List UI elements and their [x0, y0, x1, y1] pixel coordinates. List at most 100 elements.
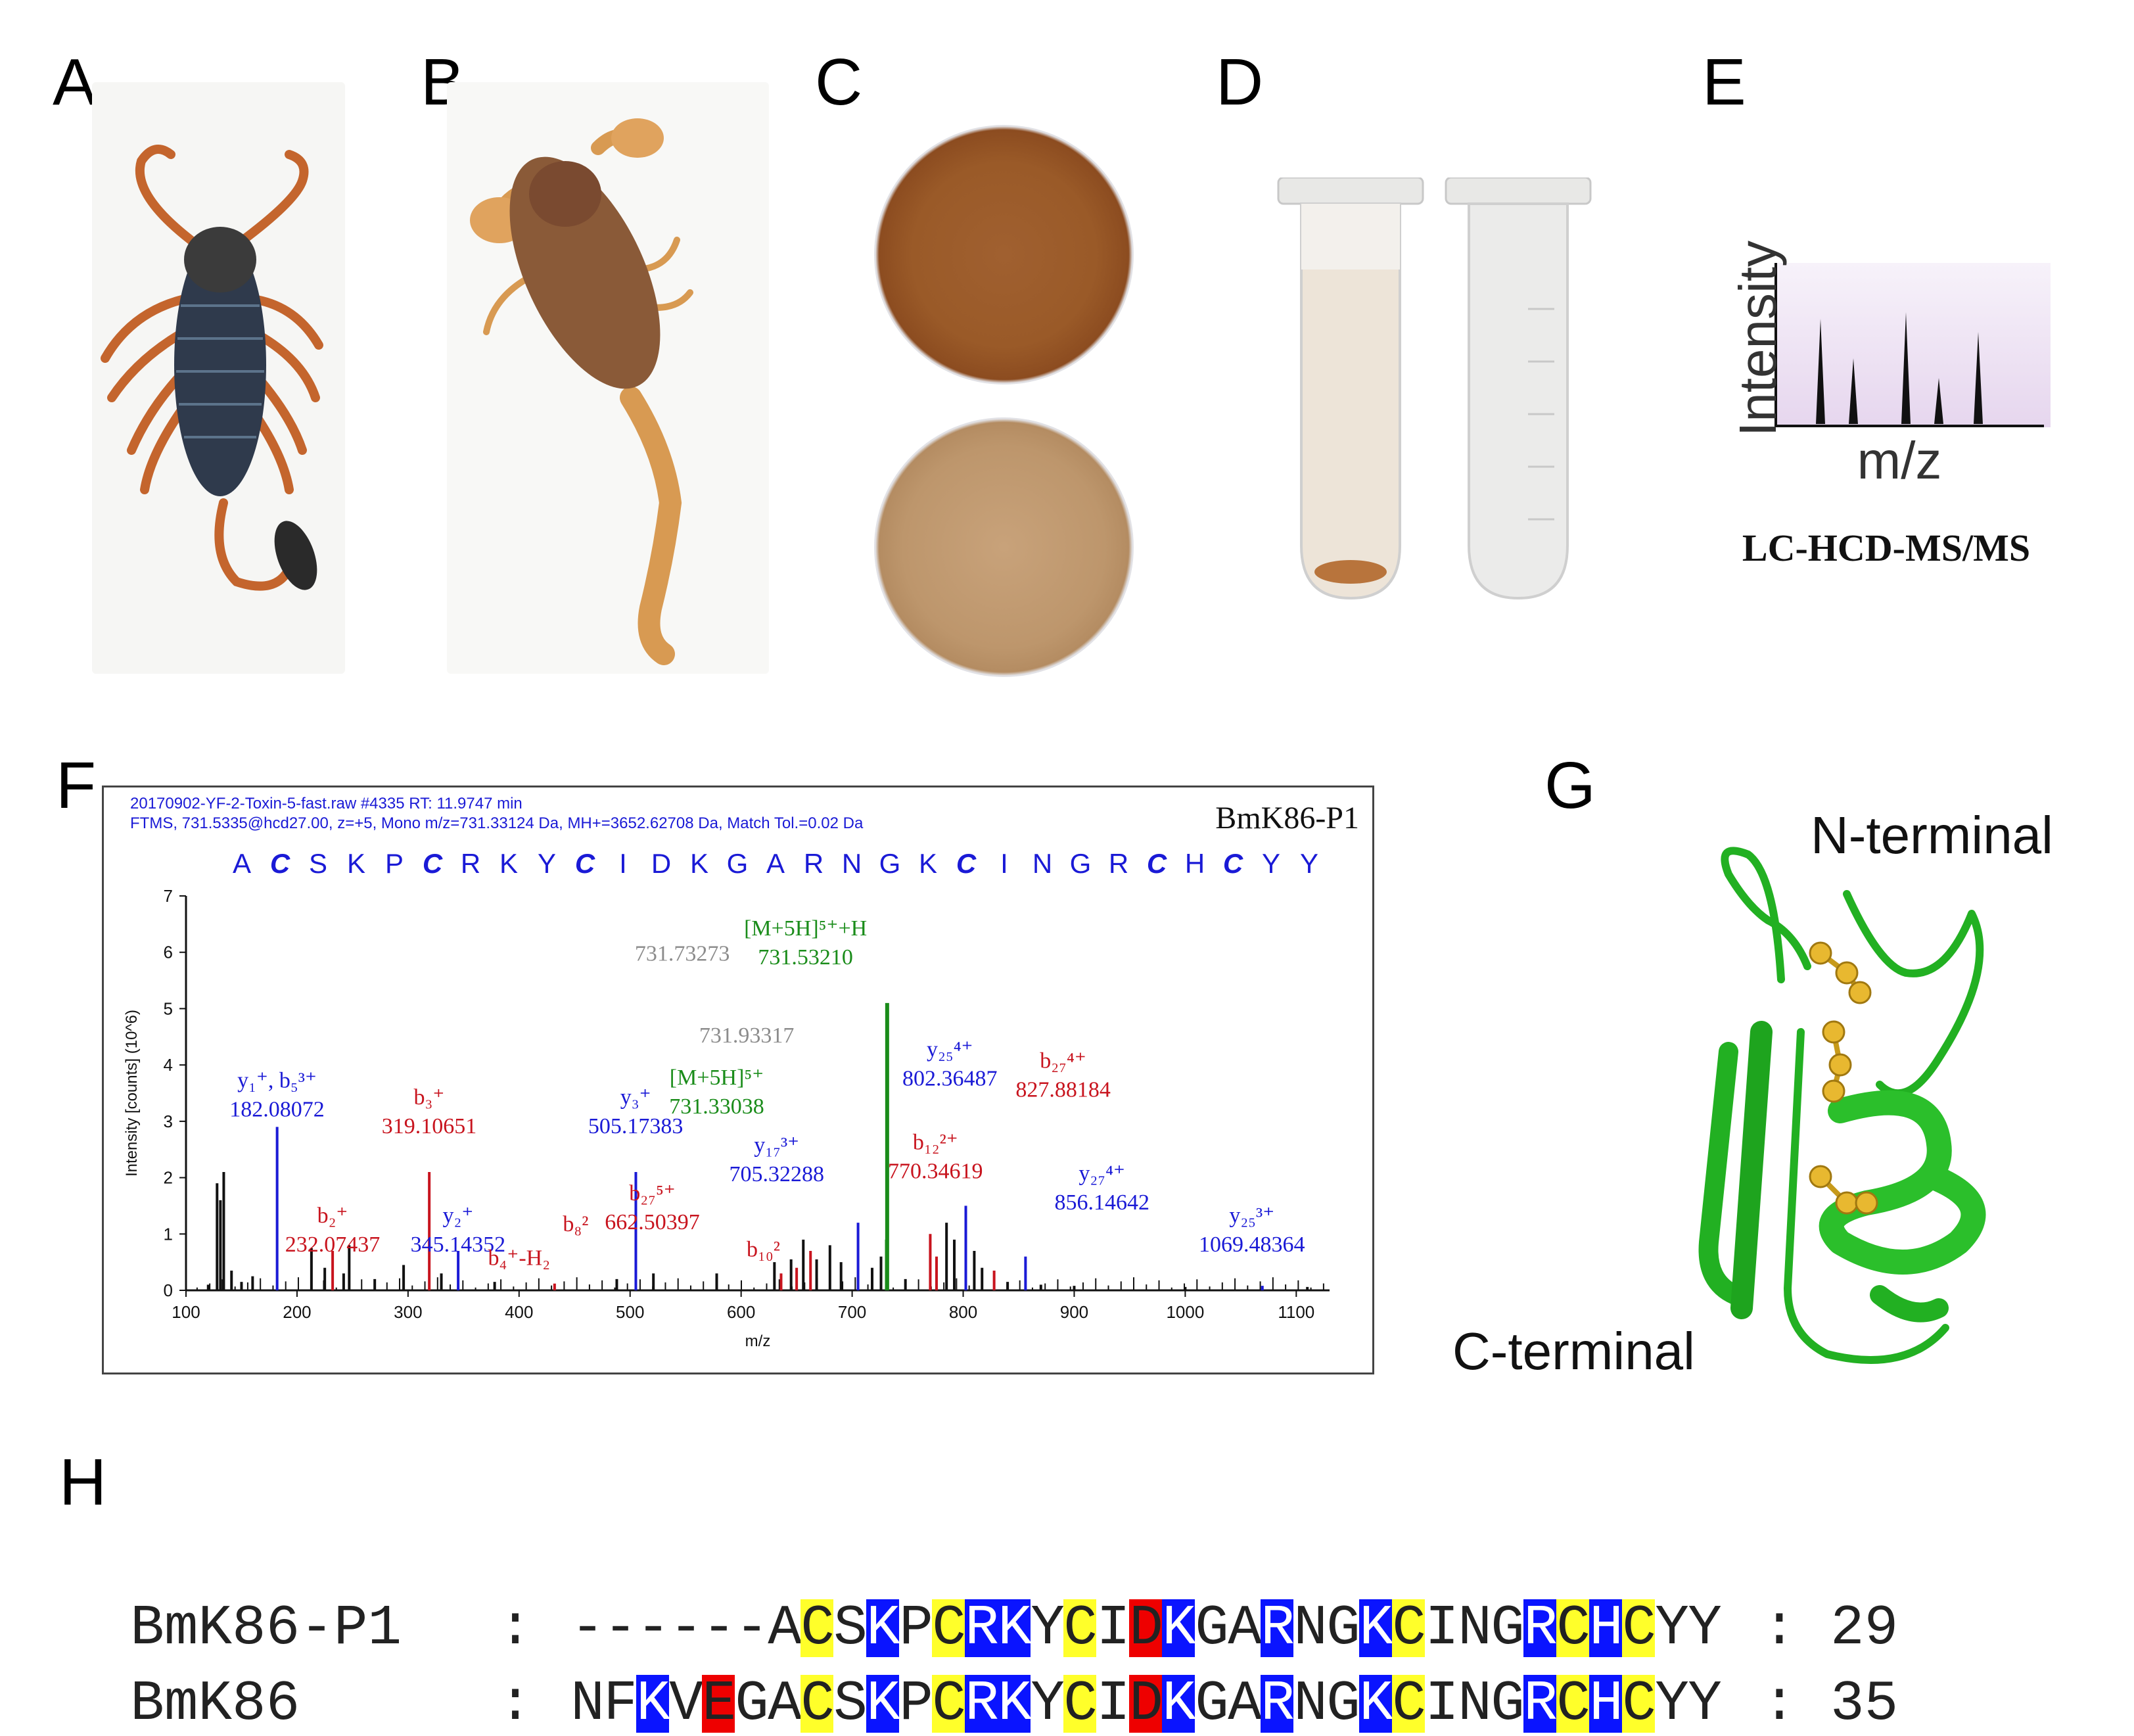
panel-label-e: E	[1702, 45, 1746, 119]
alignment-residue: K	[998, 1596, 1032, 1660]
alignment-residue: -	[669, 1596, 703, 1660]
sequence-residue: C	[1223, 848, 1243, 879]
ms-method-label: LC-HCD-MS/MS	[1742, 527, 2031, 569]
alignment-residue: G	[1491, 1672, 1525, 1736]
ms-ylabel: Intensity	[1728, 241, 1787, 436]
x-axis-label: m/z	[745, 1332, 771, 1350]
sequence-residue: K	[347, 848, 365, 879]
alignment-residue: A	[768, 1596, 802, 1660]
alignment-residue: E	[702, 1672, 736, 1736]
alignment-residue: I	[1425, 1672, 1459, 1736]
sequence-residue: Y	[1300, 848, 1318, 879]
alignment-sep: :	[498, 1596, 532, 1660]
panel-label-a: A	[53, 45, 97, 119]
x-tick-label: 300	[394, 1302, 422, 1322]
alignment-residue: -	[702, 1596, 736, 1660]
alignment-residue: K	[1359, 1596, 1393, 1660]
alignment-residue: N	[1458, 1596, 1492, 1660]
sequence-residue: G	[1070, 848, 1092, 879]
sequence-residue: K	[919, 848, 937, 879]
alignment-residue: C	[1622, 1672, 1656, 1736]
alignment-residue: -	[735, 1596, 769, 1660]
alignment-residue: Y	[1031, 1596, 1065, 1660]
sequence-residue: I	[1000, 848, 1008, 879]
alignment-residue: C	[1556, 1672, 1590, 1736]
alignment-residue: R	[965, 1596, 999, 1660]
alignment-residue: C	[1556, 1596, 1590, 1660]
alignment-residue: R	[1261, 1672, 1295, 1736]
sequence-residue: D	[651, 848, 671, 879]
sequence-residue: C	[1147, 848, 1167, 879]
ms-axis-x	[1774, 425, 2044, 427]
alignment-residue: G	[1326, 1672, 1360, 1736]
alignment-count: 29	[1830, 1596, 1899, 1660]
peak-annotation: 319.10651	[382, 1114, 477, 1138]
y-tick-label: 4	[164, 1055, 173, 1075]
y-tick-label: 6	[164, 943, 173, 962]
sequence-residue: C	[270, 848, 290, 879]
alignment-name: BmK86	[130, 1672, 300, 1736]
alignment-residue: D	[1129, 1672, 1163, 1736]
alignment-residue: H	[1589, 1596, 1623, 1660]
alignment-residue: Y	[1031, 1672, 1065, 1736]
peak-annotation: 856.14642	[1054, 1190, 1149, 1215]
alignment-residue: I	[1096, 1596, 1130, 1660]
alignment-residue: P	[899, 1596, 933, 1660]
alignment-row-2: BmK86: NFKVEGACSKPCRKYCIDKGARNGKCINGRCHCY…	[62, 1617, 1898, 1733]
peak-annotation: 770.34619	[888, 1160, 983, 1184]
panel-label-f: F	[56, 749, 97, 822]
y-axis-label: Intensity [counts] (10^6)	[123, 1010, 141, 1177]
tube-clear-supernatant	[1443, 176, 1594, 611]
alignment-residue: N	[570, 1672, 605, 1736]
x-tick-label: 1100	[1278, 1302, 1314, 1322]
peak-annotation: y₂₅³⁺	[1229, 1204, 1274, 1228]
sequence-residue: Y	[538, 848, 556, 879]
x-tick-label: 200	[283, 1302, 311, 1322]
alignment-residue: I	[1425, 1596, 1459, 1660]
alignment-residue: N	[1458, 1672, 1492, 1736]
alignment-residue: K	[1162, 1596, 1196, 1660]
peak-annotation: 505.17383	[588, 1114, 684, 1138]
peak-annotation: 1069.48364	[1199, 1232, 1305, 1257]
panel-label-c: C	[815, 45, 863, 119]
sequence-residue: S	[309, 848, 327, 879]
y-tick-label: 2	[164, 1168, 173, 1188]
peak-annotation: 731.93317	[699, 1023, 795, 1048]
alignment-residue: K	[998, 1672, 1032, 1736]
ms-schematic-plot	[1774, 263, 2051, 427]
alignment-residue: K	[1162, 1672, 1196, 1736]
peak-annotation: y₂⁺	[442, 1204, 473, 1228]
alignment-residue: -	[603, 1596, 638, 1660]
alignment-residue: C	[800, 1596, 835, 1660]
peak-annotation: b₃⁺	[414, 1085, 445, 1110]
x-tick-label: 100	[172, 1302, 200, 1322]
sequence-residue: R	[1109, 848, 1128, 879]
sequence-residue: P	[385, 848, 404, 879]
x-tick-label: 600	[727, 1302, 755, 1322]
ms-peak	[1816, 319, 1825, 424]
alignment-residue: D	[1129, 1596, 1163, 1660]
alignment-residue: N	[1293, 1672, 1328, 1736]
alignment-residue: A	[768, 1672, 802, 1736]
alignment-residue: C	[932, 1596, 966, 1660]
alignment-residue: C	[1063, 1596, 1098, 1660]
peptide-structure	[1630, 835, 2051, 1380]
alignment-sep: :	[1762, 1596, 1797, 1660]
y-tick-label: 3	[164, 1112, 173, 1131]
alignment-residue: C	[1392, 1596, 1426, 1660]
peak-annotation: [M+5H]⁵⁺+H	[744, 916, 867, 941]
alignment-residue: K	[866, 1672, 900, 1736]
x-tick-label: 1000	[1166, 1302, 1204, 1322]
alignment-residue: -	[570, 1596, 605, 1660]
sequence-residue: R	[461, 848, 480, 879]
c-terminal-label: C-terminal	[1452, 1322, 1695, 1380]
alignment-residue: P	[899, 1672, 933, 1736]
sequence-residue: Y	[1262, 848, 1280, 879]
alignment-count: 35	[1830, 1672, 1899, 1736]
alignment-residue: -	[636, 1596, 670, 1660]
alignment-residue: A	[1228, 1596, 1262, 1660]
sequence-residue: A	[766, 848, 785, 879]
alignment-sep: :	[1762, 1672, 1797, 1736]
scorpion-powder-dish	[874, 417, 1134, 677]
alignment-residue: Y	[1655, 1596, 1689, 1660]
